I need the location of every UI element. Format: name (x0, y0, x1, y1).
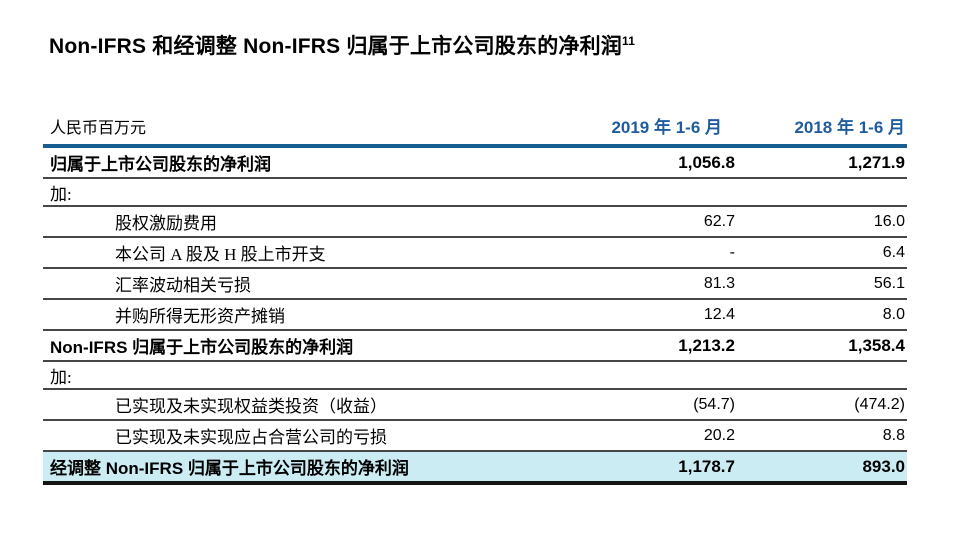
table-header-row: 人民币百万元 2019 年 1-6 月 2018 年 1-6 月 (43, 104, 907, 148)
value-2019: 81.3 (703, 274, 735, 292)
table-row: 汇率波动相关亏损 81.3 56.1 (43, 269, 907, 300)
row-label: 已实现及未实现权益类投资（收益） (115, 397, 387, 416)
value-2018: 1,271.9 (848, 152, 905, 172)
row-label: 加: (50, 367, 72, 387)
value-2018: 893.0 (862, 456, 905, 476)
row-label: 已实现及未实现应占合营公司的亏损 (115, 428, 387, 447)
table-row: Non-IFRS 归属于上市公司股东的净利润 1,213.2 1,358.4 (43, 331, 907, 362)
table-row: 归属于上市公司股东的净利润 1,056.8 1,271.9 (43, 148, 907, 179)
value-2018: 1,358.4 (848, 335, 905, 355)
page-title-text: Non-IFRS 和经调整 Non-IFRS 归属于上市公司股东的净利润 (49, 35, 622, 58)
column-header-2018: 2018 年 1-6 月 (794, 118, 905, 137)
table-row: 本公司 A 股及 H 股上市开支 - 6.4 (43, 238, 907, 269)
value-2019: - (729, 243, 735, 261)
footnote-marker: 11 (622, 34, 636, 48)
value-2019: 62.7 (703, 212, 735, 230)
row-label: 本公司 A 股及 H 股上市开支 (115, 245, 326, 264)
table-row: 已实现及未实现权益类投资（收益） (54.7) (474.2) (43, 390, 907, 421)
page-title: Non-IFRS 和经调整 Non-IFRS 归属于上市公司股东的净利润11 (49, 30, 635, 60)
row-label: 加: (50, 184, 72, 204)
value-2018: 8.0 (882, 305, 905, 323)
value-2018: 16.0 (873, 212, 905, 230)
table-row: 股权激励费用 62.7 16.0 (43, 207, 907, 238)
table-row: 已实现及未实现应占合营公司的亏损 20.2 8.8 (43, 421, 907, 452)
table-row-total: 经调整 Non-IFRS 归属于上市公司股东的净利润 1,178.7 893.0 (43, 452, 907, 485)
value-2019: 1,213.2 (678, 335, 735, 355)
row-label: 汇率波动相关亏损 (115, 276, 251, 295)
table-row: 加: (43, 179, 907, 207)
financial-table: 人民币百万元 2019 年 1-6 月 2018 年 1-6 月 归属于上市公司… (43, 104, 907, 485)
row-label: 归属于上市公司股东的净利润 (50, 155, 271, 174)
value-2018: 8.8 (882, 426, 905, 444)
value-2018: (474.2) (854, 395, 905, 413)
value-2018: 6.4 (882, 243, 905, 261)
value-2019: 20.2 (703, 426, 735, 444)
value-2019: (54.7) (693, 395, 735, 413)
row-label: 股权激励费用 (115, 214, 217, 233)
unit-label: 人民币百万元 (50, 120, 147, 137)
row-label: 并购所得无形资产摊销 (115, 307, 285, 326)
table-row: 加: (43, 362, 907, 390)
column-header-2019: 2019 年 1-6 月 (611, 118, 722, 137)
value-2019: 1,056.8 (678, 152, 735, 172)
row-label: 经调整 Non-IFRS 归属于上市公司股东的净利润 (50, 459, 409, 478)
row-label: Non-IFRS 归属于上市公司股东的净利润 (50, 338, 354, 357)
table-row: 并购所得无形资产摊销 12.4 8.0 (43, 300, 907, 331)
value-2019: 1,178.7 (678, 456, 735, 476)
value-2019: 12.4 (703, 305, 735, 323)
value-2018: 56.1 (873, 274, 905, 292)
